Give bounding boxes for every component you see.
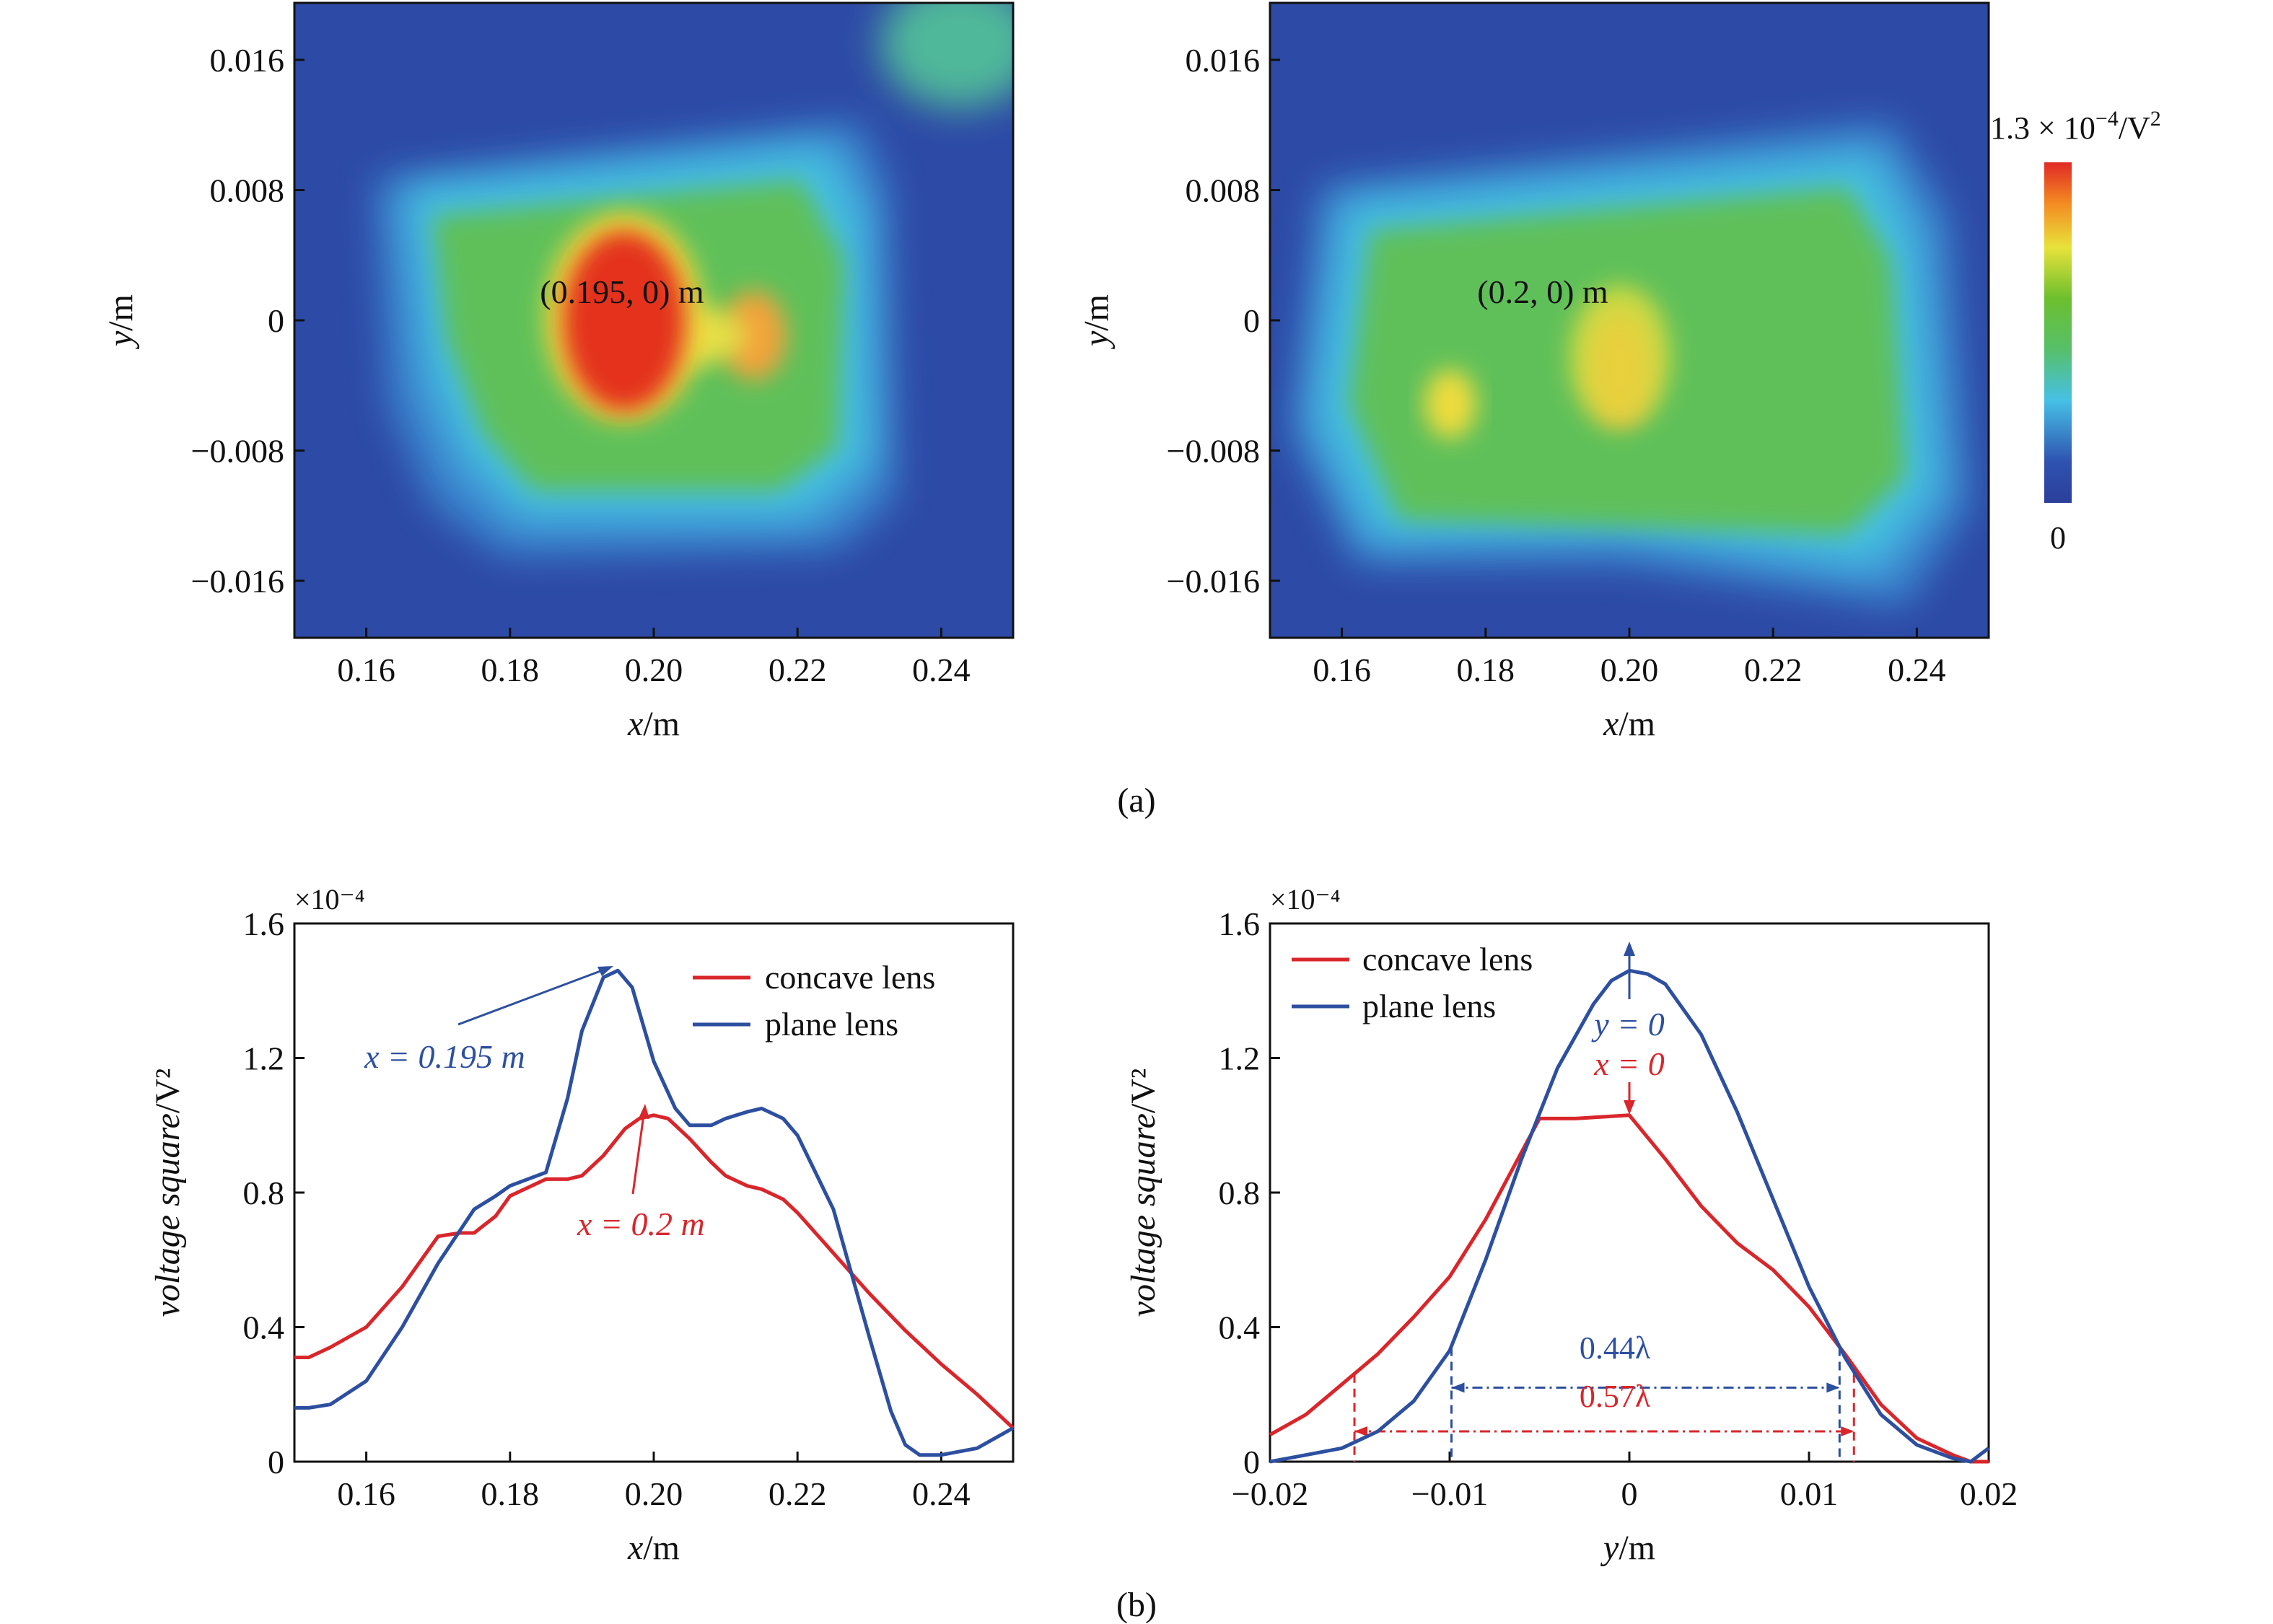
annotation: (0.195, 0) m	[540, 273, 704, 310]
y-axis-label: y/m	[102, 294, 140, 350]
series-line-plane-lens	[1269, 968, 1990, 1464]
x-axis-label: x/m	[627, 1529, 680, 1567]
x-tick-label: 0.18	[481, 1475, 540, 1512]
x-axis-label: y/m	[1600, 1529, 1655, 1567]
x-tick-label: 0.20	[625, 1475, 683, 1512]
y-axis-label: y/m	[1077, 294, 1116, 350]
y-tick-label: 0	[268, 1444, 284, 1480]
x-tick-label: 0.22	[768, 1475, 827, 1512]
x-tick-label: 0.22	[768, 651, 827, 688]
legend-label-concave: concave lens	[765, 959, 935, 996]
x-tick-label: 0.16	[1313, 651, 1371, 688]
x-tick-label: 0.24	[912, 651, 971, 688]
y-tick-label: 1.2	[1219, 1040, 1261, 1077]
legend-label-concave: concave lens	[1362, 941, 1533, 978]
y-tick-label: 0.8	[1219, 1175, 1261, 1211]
x-tick-label: −0.01	[1411, 1475, 1488, 1512]
y-tick-label: −0.008	[191, 433, 284, 470]
x-tick-label: 0.22	[1744, 651, 1803, 688]
y-tick-label: 1.2	[243, 1040, 285, 1077]
y-tick-label: −0.016	[1167, 563, 1260, 600]
y-axis-label: voltage square/V²	[149, 1068, 187, 1317]
width-label-concave: 0.57λ	[1580, 1379, 1651, 1414]
x-tick-label: 0.16	[337, 1475, 395, 1512]
x-axis-label: x/m	[1603, 705, 1655, 743]
y-multiplier: ×10⁻⁴	[1270, 883, 1341, 916]
y-axis-label: voltage square/V²	[1124, 1068, 1162, 1317]
x-tick-label: 0.24	[912, 1475, 971, 1512]
legend: concave lens plane lens	[1292, 941, 1533, 1024]
annotation-text: x = 0.195 m	[364, 1038, 525, 1075]
colorbar: 1.3 × 10−4/V2 0	[1990, 107, 2161, 556]
panel-label-a: (a)	[1117, 781, 1155, 820]
x-tick-label: 0	[1621, 1475, 1638, 1512]
x-tick-label: 0.20	[625, 651, 683, 688]
colorbar-max-label: 1.3 × 10−4/V2	[1990, 107, 2161, 146]
x-tick-label: −0.02	[1232, 1475, 1308, 1512]
heatmap-a-right: 0.16 0.18 0.20 0.22 0.24 −0.016 −0.008 0 0.008 0.…	[1077, 1, 1990, 743]
annotation-concave: x = 0.2 m	[577, 1104, 705, 1242]
y-multiplier: ×10⁻⁴	[294, 883, 365, 916]
legend-label-plane: plane lens	[765, 1006, 898, 1043]
annotation-text: x = 0.2 m	[577, 1206, 705, 1242]
y-tick-label: 0.016	[210, 42, 285, 79]
series-line-plane-lens	[294, 968, 1015, 1457]
width-arrowhead	[1826, 1382, 1840, 1393]
x-axis-label: x/m	[627, 705, 680, 743]
annotation: (0.2, 0) m	[1477, 273, 1608, 310]
x-tick-label: 0.20	[1600, 651, 1659, 688]
y-tick-label: −0.016	[191, 563, 284, 600]
annotation-text-y: y = 0	[1591, 1006, 1664, 1043]
heatmap-a-left: 0.16 0.18 0.20 0.22 0.24 −0.016 −0.008 0 0.008 0.…	[102, 1, 1015, 743]
x-tick-label: 0.16	[337, 651, 395, 688]
x-tick-label: 0.24	[1888, 651, 1946, 688]
y-tick-label: 0.8	[243, 1175, 285, 1211]
legend-label-plane: plane lens	[1362, 988, 1496, 1024]
width-label-plane: 0.44λ	[1580, 1330, 1651, 1366]
x-tick-label: 0.18	[1457, 651, 1515, 688]
width-arrowhead	[1451, 1382, 1465, 1393]
annotation-peaks: y = 0 x = 0	[1591, 942, 1665, 1115]
y-tick-label: 0	[1243, 302, 1260, 339]
annotation-plane: x = 0.195 m	[364, 966, 613, 1075]
panel-label-b: (b)	[1116, 1586, 1157, 1624]
series-line-concave-lens	[294, 1113, 1015, 1430]
x-tick-label: 0.18	[481, 651, 540, 688]
line-chart-b-right: −0.02 −0.01 0 0.01 0.02 0 0.4 0.8 1.2 1.6 y/m volta…	[1124, 883, 2018, 1567]
y-tick-label: 0.4	[243, 1309, 285, 1346]
y-tick-label: 0.008	[1186, 172, 1261, 209]
colorbar-gradient	[2044, 162, 2072, 503]
annotation-text-x: x = 0	[1593, 1045, 1664, 1082]
y-tick-label: 0.016	[1186, 42, 1261, 79]
y-tick-label: 0	[268, 302, 284, 339]
legend: concave lens plane lens	[693, 959, 935, 1043]
width-arrowhead	[1841, 1426, 1854, 1437]
series-line-concave-lens	[1269, 1113, 1989, 1464]
y-tick-label: 0.4	[1219, 1309, 1261, 1346]
x-tick-label: 0.01	[1780, 1475, 1839, 1512]
y-tick-label: 0	[1243, 1444, 1260, 1480]
line-chart-b-left: 0.16 0.18 0.20 0.22 0.24 0 0.4 0.8 1.2 1.6 x/m volt…	[149, 883, 1015, 1567]
colorbar-min-label: 0	[2050, 520, 2066, 556]
y-tick-label: 1.6	[1219, 905, 1261, 942]
x-tick-label: 0.02	[1960, 1475, 2018, 1512]
y-tick-label: −0.008	[1167, 433, 1260, 470]
y-tick-label: 0.008	[210, 172, 285, 209]
plot-frame	[293, 922, 1015, 1463]
y-tick-label: 1.6	[243, 905, 285, 942]
width-arrowhead	[1354, 1426, 1368, 1437]
